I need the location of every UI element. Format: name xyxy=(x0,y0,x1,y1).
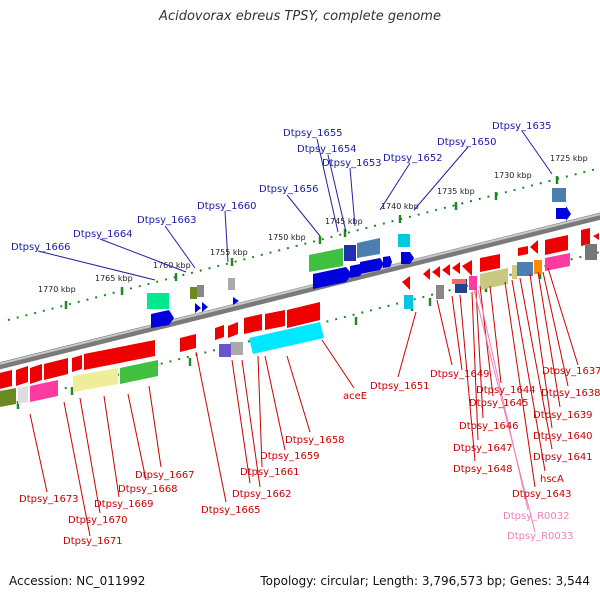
map-title: Acidovorax ebreus TPSY, complete genome xyxy=(159,9,441,24)
label-dtpsy-1656[interactable]: Dtpsy_1656 xyxy=(259,184,319,195)
genome-backbone-highlight xyxy=(0,213,600,365)
label-dtpsy-1646[interactable]: Dtpsy_1646 xyxy=(459,421,519,432)
topology-text: Topology: circular; Length: 3,796,573 bp… xyxy=(260,574,590,588)
upper-strand-genes xyxy=(147,188,571,328)
label-dtpsy-1659[interactable]: Dtpsy_1659 xyxy=(260,451,320,462)
tick-1730: 1730 kbp xyxy=(494,171,532,180)
genome-backbone xyxy=(0,212,600,370)
lower-strand-genes xyxy=(0,228,599,408)
upper-major-ticks xyxy=(64,176,559,309)
label-dtpsy-1660[interactable]: Dtpsy_1660 xyxy=(197,201,257,212)
label-dtpsy-1665[interactable]: Dtpsy_1665 xyxy=(201,505,261,516)
labels-bottom: Dtpsy_1637 Dtpsy_1638 Dtpsy_1639 Dtpsy_1… xyxy=(19,366,600,547)
label-dtpsy-1647[interactable]: Dtpsy_1647 xyxy=(453,443,513,454)
accession-text: Accession: NC_011992 xyxy=(9,574,146,588)
label-dtpsy-1644[interactable]: Dtpsy_1644 xyxy=(476,385,536,396)
label-dtpsy-1650[interactable]: Dtpsy_1650 xyxy=(437,137,497,148)
label-dtpsy-1655[interactable]: Dtpsy_1655 xyxy=(283,128,343,139)
label-hsca[interactable]: hscA xyxy=(540,474,564,485)
label-dtpsy-1654[interactable]: Dtpsy_1654 xyxy=(297,144,357,155)
labels-top: Dtpsy_1635 Dtpsy_1650 Dtpsy_1652 Dtpsy_1… xyxy=(11,121,552,253)
label-dtpsy-1638[interactable]: Dtpsy_1638 xyxy=(541,388,600,399)
label-dtpsy-1652[interactable]: Dtpsy_1652 xyxy=(383,153,443,164)
label-dtpsy-1671[interactable]: Dtpsy_1671 xyxy=(63,536,123,547)
label-dtpsy-r0032[interactable]: Dtpsy_R0032 xyxy=(503,511,570,522)
label-dtpsy-1637[interactable]: Dtpsy_1637 xyxy=(542,366,600,377)
tick-1740: 1740 kbp xyxy=(381,202,419,211)
label-dtpsy-1666[interactable]: Dtpsy_1666 xyxy=(11,242,71,253)
labels-rna: Dtpsy_R0032 Dtpsy_R0033 xyxy=(503,511,574,542)
tick-1750: 1750 kbp xyxy=(268,233,306,242)
label-dtpsy-1670[interactable]: Dtpsy_1670 xyxy=(68,515,128,526)
label-acee[interactable]: aceE xyxy=(343,391,367,402)
label-dtpsy-1653[interactable]: Dtpsy_1653 xyxy=(322,158,382,169)
tick-1725: 1725 kbp xyxy=(550,154,588,163)
label-dtpsy-1673[interactable]: Dtpsy_1673 xyxy=(19,494,79,505)
tick-1770: 1770 kbp xyxy=(38,285,76,294)
label-dtpsy-1651[interactable]: Dtpsy_1651 xyxy=(370,381,430,392)
label-dtpsy-1669[interactable]: Dtpsy_1669 xyxy=(94,499,154,510)
label-dtpsy-1649[interactable]: Dtpsy_1649 xyxy=(430,369,490,380)
leader-lines-top xyxy=(37,130,553,281)
label-dtpsy-r0033[interactable]: Dtpsy_R0033 xyxy=(507,531,574,542)
label-dtpsy-1662[interactable]: Dtpsy_1662 xyxy=(232,489,292,500)
label-dtpsy-1643[interactable]: Dtpsy_1643 xyxy=(512,489,572,500)
label-dtpsy-1658[interactable]: Dtpsy_1658 xyxy=(285,435,345,446)
tick-1760: 1760 kbp xyxy=(153,261,191,270)
tick-1765: 1765 kbp xyxy=(95,274,133,283)
leader-lines-rna xyxy=(473,289,536,533)
leader-lines-bottom xyxy=(29,267,579,537)
label-dtpsy-1641[interactable]: Dtpsy_1641 xyxy=(533,452,593,463)
label-dtpsy-1640[interactable]: Dtpsy_1640 xyxy=(533,431,593,442)
label-dtpsy-1668[interactable]: Dtpsy_1668 xyxy=(118,484,178,495)
tick-1735: 1735 kbp xyxy=(437,187,475,196)
label-dtpsy-1667[interactable]: Dtpsy_1667 xyxy=(135,470,195,481)
label-dtpsy-1664[interactable]: Dtpsy_1664 xyxy=(73,229,133,240)
label-dtpsy-1645[interactable]: Dtpsy_1645 xyxy=(469,398,529,409)
label-dtpsy-1661[interactable]: Dtpsy_1661 xyxy=(240,467,300,478)
label-dtpsy-1635[interactable]: Dtpsy_1635 xyxy=(492,121,552,132)
tick-1755: 1755 kbp xyxy=(210,248,248,257)
label-dtpsy-1663[interactable]: Dtpsy_1663 xyxy=(137,215,197,226)
label-dtpsy-1648[interactable]: Dtpsy_1648 xyxy=(453,464,513,475)
label-dtpsy-1639[interactable]: Dtpsy_1639 xyxy=(533,410,593,421)
